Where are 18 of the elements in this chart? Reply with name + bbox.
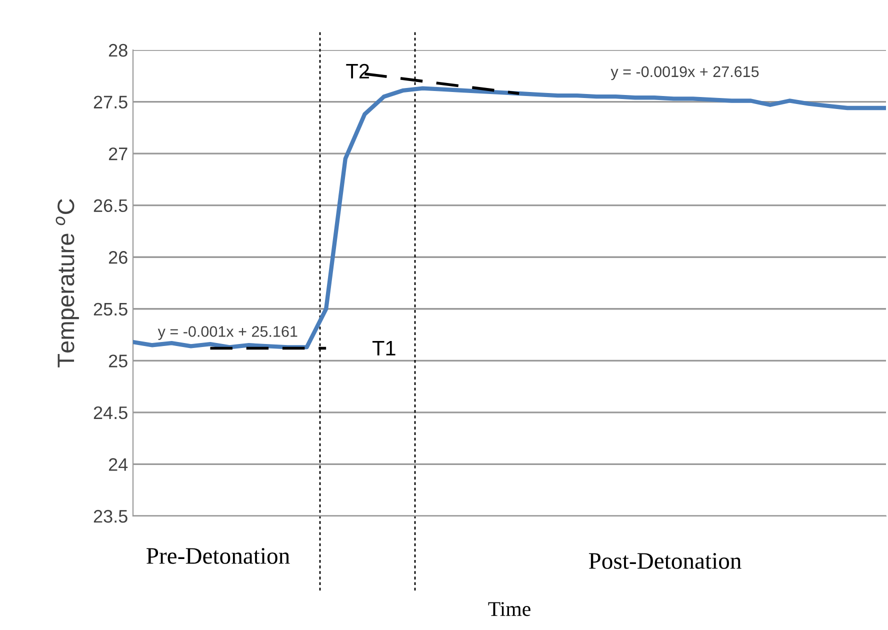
y-tick-label: 24 — [108, 458, 128, 471]
y-tick-label: 27.5 — [94, 96, 128, 108]
annotation: y = -0.001x + 25.161 — [158, 326, 298, 340]
y-tick-label: 24.5 — [94, 406, 128, 420]
y-tick-label: 26 — [108, 251, 128, 264]
y-tick-label: 28 — [108, 44, 128, 57]
annotation: y = -0.0019x + 27.615 — [610, 66, 759, 80]
annotation: T2 — [346, 64, 369, 78]
annotation: T1 — [372, 341, 396, 356]
x-axis-title: Time — [488, 602, 530, 616]
y-tick-label: 25 — [108, 354, 128, 368]
text: Post-Detonation — [588, 553, 742, 569]
y-axis-title: Temperature $^{o}$C — [56, 199, 79, 368]
y-tick-label: 26.5 — [94, 199, 128, 212]
y-tick-label: 23.5 — [94, 510, 128, 523]
y-tick-label: 25.5 — [94, 302, 128, 316]
text: Pre-Detonation — [146, 548, 290, 564]
y-tick-label: 27 — [108, 147, 128, 160]
